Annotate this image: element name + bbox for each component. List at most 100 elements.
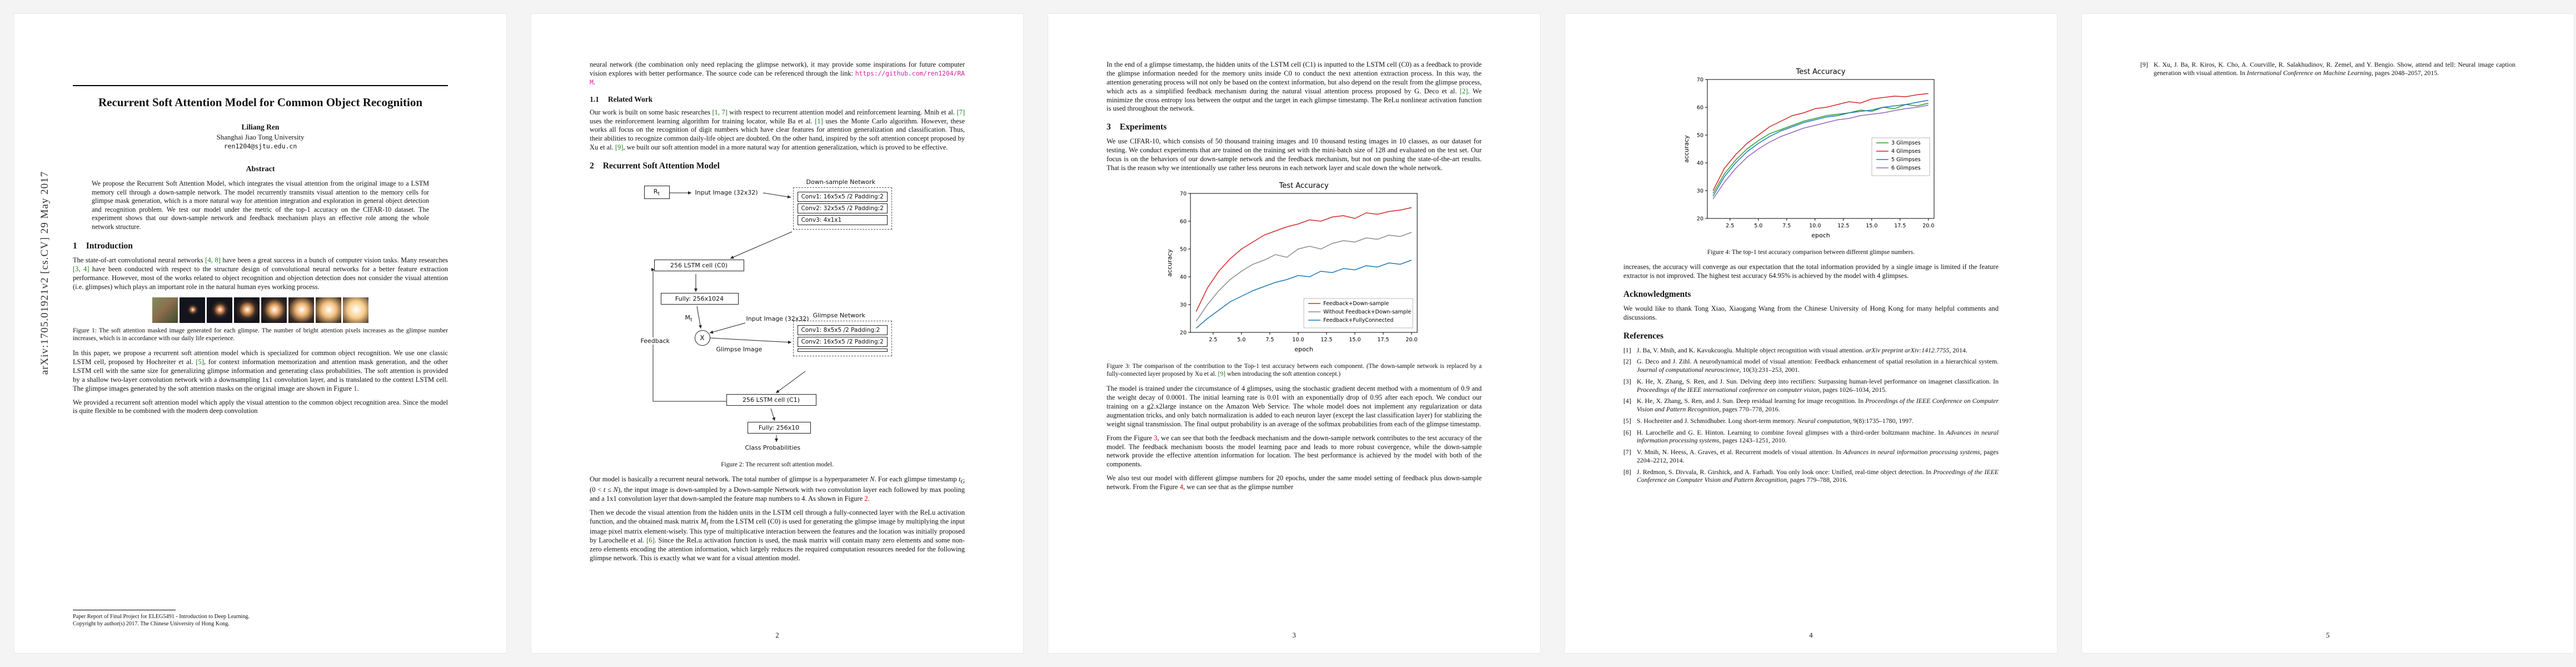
reference-text: H. Larochelle and G. E. Hinton. Learning… bbox=[1637, 428, 1999, 445]
svg-text:Test Accuracy: Test Accuracy bbox=[1795, 68, 1845, 76]
diagram-downsample-network-title: Down-sample Network bbox=[805, 178, 877, 186]
svg-text:50: 50 bbox=[1179, 246, 1186, 252]
section-heading-related-work: 1.1 Related Work bbox=[590, 95, 965, 104]
svg-text:3 Glimpses: 3 Glimpses bbox=[1891, 140, 1921, 146]
diagram-input-image-mid-label: Input Image (32x32) bbox=[745, 315, 810, 322]
paragraph: From the Figure 3, we can see that both … bbox=[1107, 434, 1482, 469]
diagram-ds-conv1: Conv1: 16x5x5 /2 Padding:2 bbox=[797, 192, 888, 202]
reference-item: [2] G. Deco and J. Zihl. A neurodynamical… bbox=[1623, 357, 1999, 374]
diagram-mask-label: Mt bbox=[684, 314, 694, 323]
svg-text:10.0: 10.0 bbox=[1292, 337, 1304, 343]
svg-text:2.5: 2.5 bbox=[1726, 223, 1734, 229]
paragraph: We would like to thank Tong Xiao, Xiaoga… bbox=[1623, 305, 1999, 321]
paragraph-text: . bbox=[593, 78, 595, 86]
svg-text:4 Glimpses: 4 Glimpses bbox=[1891, 148, 1921, 155]
svg-text:17.5: 17.5 bbox=[1377, 337, 1389, 343]
svg-text:Feedback+Down-sample: Feedback+Down-sample bbox=[1323, 301, 1389, 307]
reference-number: [8] bbox=[1623, 467, 1631, 476]
reference-number: [3] bbox=[1623, 377, 1631, 385]
arxiv-watermark: arXiv:1705.01921v2 [cs.CV] 29 May 2017 bbox=[39, 171, 51, 375]
paragraph: We provided a recurrent soft attention m… bbox=[73, 398, 448, 415]
page-1: arXiv:1705.01921v2 [cs.CV] 29 May 2017 R… bbox=[14, 13, 507, 654]
paragraph: Our model is basically a recurrent neura… bbox=[590, 475, 965, 502]
reference-item: [6] H. Larochelle and G. E. Hinton. Learn… bbox=[1623, 429, 1999, 445]
reference-item: [3] K. He, X. Zhang, S. Ren, and J. Sun. … bbox=[1623, 377, 1999, 394]
diagram-rt-box: Rt bbox=[644, 186, 670, 200]
diagram-downsample-network-box: Conv1: 16x5x5 /2 Padding:2 Conv2: 32x5x5… bbox=[793, 187, 892, 230]
paragraph: increases, the accuracy will converge as… bbox=[1623, 263, 1999, 280]
svg-text:15.0: 15.0 bbox=[1349, 337, 1361, 343]
source-code-link[interactable]: https://github.com/ren1204/RAM bbox=[590, 69, 965, 86]
page-number: 5 bbox=[2326, 631, 2330, 639]
paragraph: Our work is built on some basic research… bbox=[590, 108, 965, 152]
page-number: 2 bbox=[775, 631, 779, 639]
page-5: [9] K. Xu, J. Ba, R. Kiros, K. Cho, A. Co… bbox=[2081, 13, 2574, 654]
diagram-fully-256x10-box: Fully: 256x10 bbox=[747, 422, 811, 434]
svg-text:accuracy: accuracy bbox=[1683, 135, 1690, 163]
section-title: Experiments bbox=[1119, 122, 1167, 132]
page-4: 2.5 5.0 7.5 10.0 12.5 15.0 17.5 20.0 20 30 40 50 60 7… bbox=[1564, 13, 2057, 654]
paragraph-text: neural network (the combination only nee… bbox=[590, 61, 965, 77]
figure1-thumb-glimpse-4 bbox=[261, 297, 287, 323]
paragraph: We use CIFAR-10, which consists of 50 th… bbox=[1107, 137, 1482, 172]
diagram-lstm-c1-box: 256 LSTM cell (C1) bbox=[726, 394, 816, 406]
author-affiliation: Shanghai Jiao Tong University bbox=[216, 133, 305, 141]
svg-text:20: 20 bbox=[1696, 216, 1703, 222]
section-heading-experiments: 3 Experiments bbox=[1107, 122, 1482, 132]
page-number: 3 bbox=[1292, 631, 1296, 639]
diagram-glimpse-image-label: Glimpse Image bbox=[715, 346, 764, 353]
diagram-g-conv1: Conv1: 8x5x5 /2 Padding:2 bbox=[797, 325, 888, 335]
svg-text:60: 60 bbox=[1696, 105, 1703, 111]
svg-text:20.0: 20.0 bbox=[1406, 337, 1417, 343]
diagram-lstm-c0-box: 256 LSTM cell (C0) bbox=[654, 260, 744, 271]
section-heading-acknowledgments: Acknowledgments bbox=[1623, 290, 1691, 299]
reference-number: [6] bbox=[1623, 428, 1631, 436]
svg-text:30: 30 bbox=[1179, 302, 1186, 308]
section-number: 1.1 bbox=[590, 94, 599, 103]
figure4-caption: Figure 4: The top-1 test accuracy compar… bbox=[1707, 249, 1915, 256]
svg-text:Test Accuracy: Test Accuracy bbox=[1278, 182, 1328, 190]
reference-item: [4] K. He, X. Zhang, S. Ren, and J. Sun. … bbox=[1623, 397, 1999, 413]
svg-text:7.5: 7.5 bbox=[1782, 223, 1791, 229]
diagram-multiply-node: X bbox=[694, 330, 710, 346]
figure2-caption: Figure 2: The recurrent soft attention m… bbox=[721, 461, 834, 468]
reference-text: G. Deco and J. Zihl. A neurodynamical mo… bbox=[1637, 357, 1999, 374]
svg-text:17.5: 17.5 bbox=[1894, 223, 1906, 229]
author-block: Liliang Ren Shanghai Jiao Tong Universit… bbox=[73, 122, 448, 151]
svg-text:30: 30 bbox=[1696, 188, 1703, 195]
reference-number: [2] bbox=[1623, 357, 1631, 366]
svg-text:20: 20 bbox=[1179, 330, 1186, 336]
section-number: 2 bbox=[590, 161, 594, 171]
reference-item: [1] J. Ba, V. Mnih, and K. Kavukcuoglu. M… bbox=[1623, 346, 1999, 355]
figure3-caption: Figure 3: The comparison of the contribu… bbox=[1107, 362, 1482, 377]
paragraph: neural network (the combination only nee… bbox=[590, 61, 965, 87]
diagram-class-probabilities-label: Class Probabilities bbox=[744, 444, 802, 451]
page-2: neural network (the combination only nee… bbox=[531, 13, 1024, 654]
section-heading-references: References bbox=[1623, 331, 1664, 341]
section-title: Introduction bbox=[86, 241, 133, 251]
svg-text:Feedback+FullyConnected: Feedback+FullyConnected bbox=[1323, 317, 1393, 323]
figure4: 2.5 5.0 7.5 10.0 12.5 15.0 17.5 20.0 20 30 40 50 60 7… bbox=[1623, 64, 1999, 245]
section-heading-introduction: 1 Introduction bbox=[73, 241, 448, 251]
section-title: Recurrent Soft Attention Model bbox=[602, 161, 720, 171]
reference-number: [5] bbox=[1623, 416, 1631, 425]
reference-text: V. Mnih, N. Heess, A. Graves, et al. Rec… bbox=[1637, 448, 1999, 464]
paper-title: Recurrent Soft Attention Model for Commo… bbox=[98, 96, 423, 109]
svg-text:15.0: 15.0 bbox=[1866, 223, 1877, 229]
paragraph: The model is trained under the circumsta… bbox=[1107, 385, 1482, 428]
section-heading-model: 2 Recurrent Soft Attention Model bbox=[590, 161, 965, 171]
reference-text: K. He, X. Zhang, S. Ren, and J. Sun. Del… bbox=[1637, 377, 1999, 394]
figure4-chart: 2.5 5.0 7.5 10.0 12.5 15.0 17.5 20.0 20 30 40 50 60 7… bbox=[1683, 68, 1934, 239]
section-number: 1 bbox=[73, 241, 77, 251]
author-email: ren1204@sjtu.edu.cn bbox=[223, 142, 297, 150]
figure3-chart: 2.5 5.0 7.5 10.0 12.5 15.0 17.5 20.0 20 30 40 50 60 7… bbox=[1166, 182, 1417, 353]
reference-text: K. He, X. Zhang, S. Ren, and J. Sun. Dee… bbox=[1637, 397, 1999, 414]
figure1-image-strip bbox=[73, 297, 448, 323]
abstract-text: We propose the Recurrent Soft Attention … bbox=[92, 180, 429, 231]
svg-text:10.0: 10.0 bbox=[1809, 223, 1821, 229]
reference-item: [7] V. Mnih, N. Heess, A. Graves, et al. … bbox=[1623, 448, 1999, 464]
abstract-heading: Abstract bbox=[246, 165, 275, 174]
svg-text:Without Feedback+Down-sample: Without Feedback+Down-sample bbox=[1323, 309, 1411, 315]
svg-text:70: 70 bbox=[1179, 191, 1186, 197]
svg-text:6 Glimpses: 6 Glimpses bbox=[1891, 165, 1921, 171]
